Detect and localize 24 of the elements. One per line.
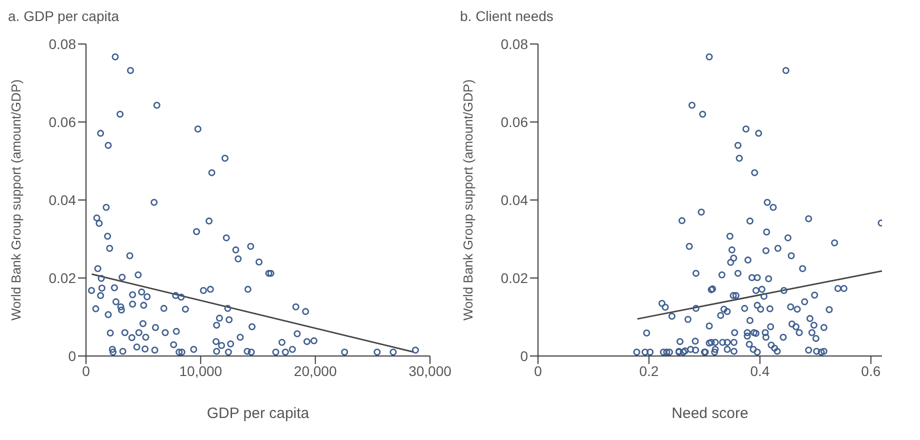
x-tick-label: 0.6 bbox=[861, 362, 881, 379]
x-tick-label: 30,000 bbox=[408, 362, 452, 379]
x-tick-label: 0 bbox=[82, 362, 90, 379]
y-tick-label: 0.06 bbox=[500, 114, 528, 130]
x-tick-label: 20,000 bbox=[294, 362, 337, 379]
x-tick-label: 0 bbox=[534, 362, 542, 379]
chart-title: a. GDP per capita bbox=[8, 8, 120, 26]
y-tick-label: 0 bbox=[68, 348, 76, 364]
x-tick-label: 0.2 bbox=[639, 362, 659, 379]
chart-title: b. Client needs bbox=[460, 8, 554, 26]
y-tick-label: 0 bbox=[520, 348, 528, 364]
y-tick-label: 0.02 bbox=[500, 270, 528, 286]
y-tick-label: 0.08 bbox=[48, 36, 76, 52]
y-tick-label: 0.06 bbox=[48, 114, 76, 130]
x-axis-title: GDP per capita bbox=[206, 405, 310, 422]
x-tick-label: 10,000 bbox=[179, 362, 222, 379]
y-axis-title: World Bank Group support (amount/GDP) bbox=[8, 79, 24, 321]
y-axis-title: World Bank Group support (amount/GDP) bbox=[460, 79, 476, 321]
y-tick-label: 0.04 bbox=[48, 192, 76, 208]
x-tick-label: 0.4 bbox=[750, 362, 770, 379]
x-axis-title: Need score bbox=[672, 405, 748, 422]
y-tick-label: 0.08 bbox=[500, 36, 528, 52]
y-tick-label: 0.04 bbox=[500, 192, 528, 208]
y-tick-label: 0.02 bbox=[48, 270, 76, 286]
